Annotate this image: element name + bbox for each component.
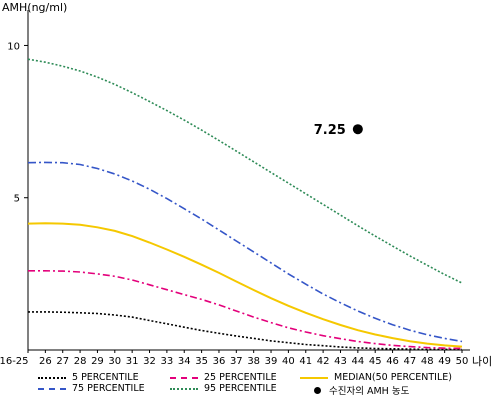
x-tick-label: 46 [386,356,399,367]
x-tick-label: 43 [334,356,347,367]
x-tick-label: 41 [299,356,312,367]
legend-item-p5: 5 PERCENTILE [38,372,139,383]
x-tick-label: 50 [456,356,469,367]
x-tick-label: 33 [161,356,174,367]
y-axis-label: AMH(ng/ml) [2,1,67,14]
x-tick-label: 34 [178,356,191,367]
legend-label-p95: 95 PERCENTILE [204,383,277,394]
y-tick-label: 5 [14,194,20,205]
x-tick-label: 32 [143,356,156,367]
legend-swatch-p95 [170,387,198,390]
x-tick-label: 39 [265,356,278,367]
chart-series-group [27,58,463,351]
legend-swatch-median [300,376,328,379]
x-tick-label: 29 [91,356,104,367]
x-tick-label: 28 [74,356,87,367]
series-line-3 [27,161,463,343]
legend-item-amh-marker: 수진자의 AMH 농도 [300,383,409,397]
legend-label-p25: 25 PERCENTILE [204,372,277,383]
legend-item-p95: 95 PERCENTILE [170,383,277,394]
x-tick-label: 30 [108,356,121,367]
x-tick-label: 27 [56,356,69,367]
legend-item-p75: 75 PERCENTILE [38,383,145,394]
amh-chart: AMH(ng/ml) 나이 5 10 16-25 26 27 28 29 30 31 32 33 34 35… [0,1,492,368]
chart-axes: AMH(ng/ml) 나이 5 10 16-25 26 27 28 29 30 31 32 33 34 35… [0,1,492,368]
x-tick-label: 40 [282,356,295,367]
x-tick-label: 44 [351,356,364,367]
x-tick-label: 31 [126,356,139,367]
legend-label-p75: 75 PERCENTILE [72,383,145,394]
legend-label-median: MEDIAN(50 PERCENTILE) [334,372,452,383]
chart-legend: 5 PERCENTILE 25 PERCENTILE MEDIAN(50 PER… [38,372,488,398]
x-tick-label: 38 [247,356,260,367]
x-tick-label: 49 [438,356,451,367]
x-tick-label: 26 [39,356,52,367]
legend-label-amh-marker: 수진자의 AMH 농도 [329,386,410,397]
x-tick-label: 37 [230,356,243,367]
legend-swatch-p5 [38,376,66,379]
legend-label-p5: 5 PERCENTILE [72,372,139,383]
x-tick-label: 16-25 [0,356,29,367]
x-tick-label: 35 [195,356,208,367]
legend-marker-dot [314,386,321,394]
x-tick-label: 42 [317,356,330,367]
legend-swatch-p75 [38,387,66,390]
amh-marker-label: 7.25 [314,123,346,138]
amh-marker-point [352,124,363,135]
chart-marker-group: 7.25 [314,123,363,138]
legend-item-median: MEDIAN(50 PERCENTILE) [300,372,452,383]
legend-item-p25: 25 PERCENTILE [170,372,277,383]
legend-swatch-p25 [170,376,198,379]
y-tick-label: 10 [7,41,20,52]
series-line-0 [28,311,462,351]
x-tick-label: 45 [369,356,382,367]
x-tick-label: 47 [404,356,417,367]
series-line-4 [27,58,463,284]
series-line-1 [28,270,463,350]
series-line-2 [27,222,463,348]
x-tick-label: 36 [213,356,226,367]
x-tick-label: 48 [421,356,434,367]
x-axis-label: 나이 [472,355,492,368]
